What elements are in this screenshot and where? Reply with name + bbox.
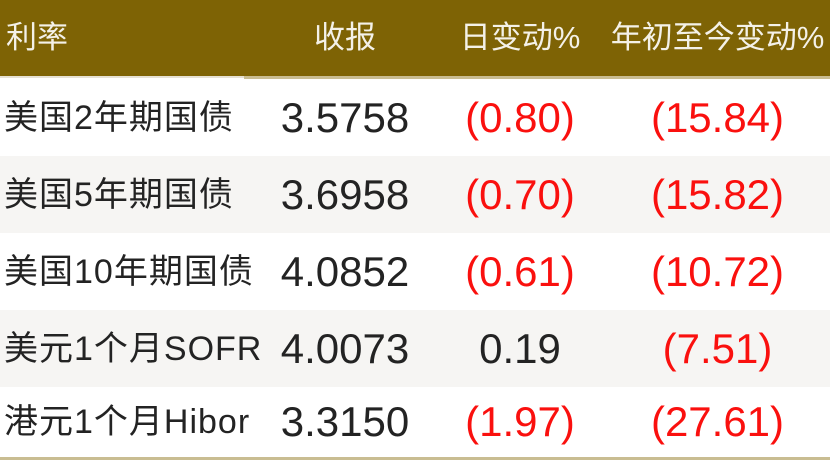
ytd-change-cell: (7.51)	[662, 324, 773, 372]
rate-name-cell: 美元1个月SOFR	[4, 329, 263, 368]
rate-name-cell: 美国2年期国债	[4, 98, 234, 137]
rate-name-cell: 港元1个月Hibor	[4, 403, 251, 441]
header-bottom-border	[244, 76, 830, 79]
rate-name-cell: 美国10年期国债	[4, 252, 254, 291]
table-bottom-border	[0, 457, 830, 460]
column-header-rate: 利率	[6, 19, 68, 55]
ytd-change-cell: (27.61)	[650, 398, 785, 445]
daily-change-cell: (1.97)	[465, 398, 575, 445]
table-row: 美元1个月SOFR 4.0073 0.19 (7.51)	[0, 310, 830, 387]
close-value-cell: 4.0852	[280, 247, 410, 295]
table-row: 美国10年期国债 4.0852 (0.61) (10.72)	[0, 233, 830, 310]
daily-change-cell: (0.80)	[465, 93, 575, 141]
header-bottom-notch	[0, 76, 244, 79]
close-value-cell: 3.3150	[280, 398, 410, 445]
rate-name-cell: 美国5年期国债	[4, 175, 234, 214]
daily-change-cell: (0.70)	[465, 170, 575, 218]
close-value-cell: 3.6958	[280, 170, 410, 218]
daily-change-cell: 0.19	[479, 324, 561, 372]
daily-change-cell: (0.61)	[465, 247, 575, 295]
table-row: 港元1个月Hibor 3.3150 (1.97) (27.61)	[0, 387, 830, 457]
table-row: 美国2年期国债 3.5758 (0.80) (15.84)	[0, 79, 830, 156]
ytd-change-cell: (15.82)	[650, 170, 785, 218]
close-value-cell: 3.5758	[280, 93, 410, 141]
ytd-change-cell: (10.72)	[650, 247, 785, 295]
table-body: 美国2年期国债 3.5758 (0.80) (15.84) 美国5年期国债 3.…	[0, 79, 830, 457]
rates-table-header: 利率 收报 日变动% 年初至今变动%	[0, 0, 830, 79]
close-value-cell: 4.0073	[280, 324, 410, 372]
column-header-daily-change: 日变动%	[459, 19, 581, 55]
table-row: 美国5年期国债 3.6958 (0.70) (15.82)	[0, 156, 830, 233]
ytd-change-cell: (15.84)	[650, 93, 785, 141]
column-header-close: 收报	[314, 19, 376, 55]
column-header-ytd-change: 年初至今变动%	[610, 19, 825, 55]
